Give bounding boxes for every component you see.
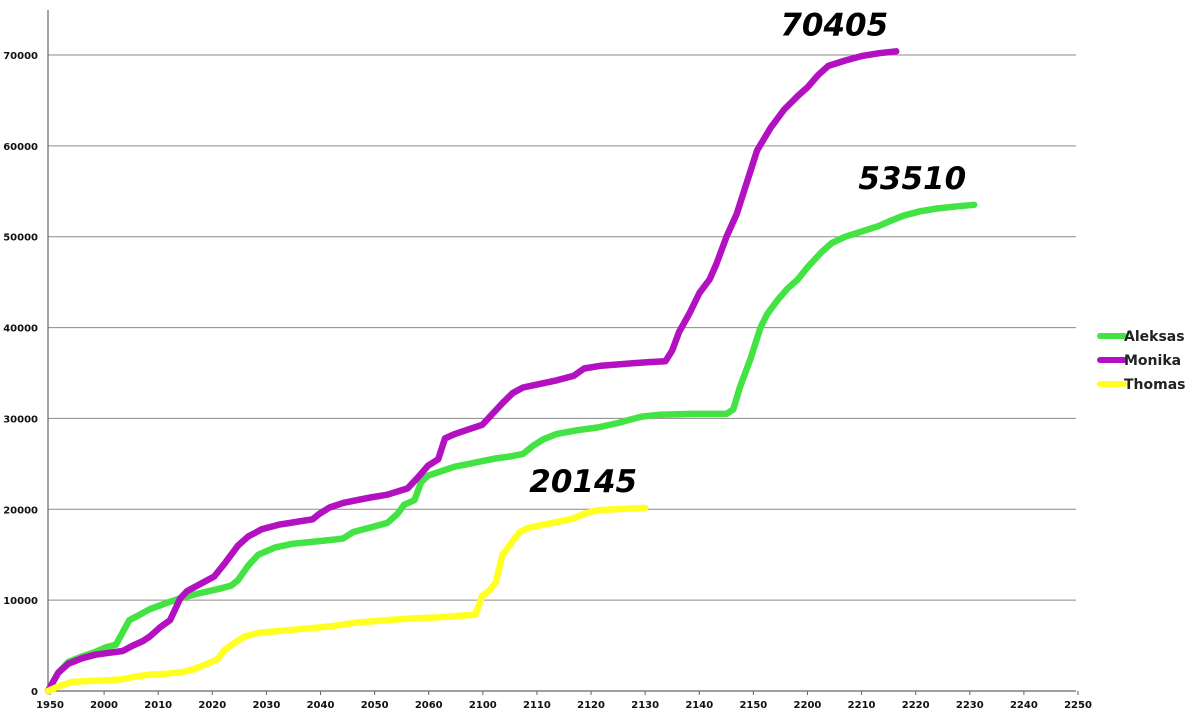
x-tick-label: 2150 [739, 700, 767, 711]
y-tick-label: 70000 [3, 51, 38, 62]
x-tick-label: 2060 [415, 700, 443, 711]
legend: Aleksas Monika Thomas [1097, 329, 1186, 393]
x-tick-label: 2200 [794, 700, 822, 711]
y-tick-label: 10000 [3, 596, 38, 607]
x-tick-label: 2210 [848, 700, 876, 711]
x-tick-label: 2220 [902, 700, 930, 711]
gridlines [48, 54, 1076, 601]
x-tick-label: 2240 [1010, 700, 1038, 711]
y-tick-label: 60000 [3, 142, 38, 153]
x-tick-label: 2120 [577, 700, 605, 711]
y-tick-label: 30000 [3, 414, 38, 425]
x-tick-label: 2230 [956, 700, 984, 711]
series-line-aleksas [44, 201, 978, 695]
end-labels: 53510 70405 20145 [529, 7, 966, 500]
legend-label-aleksas: Aleksas [1124, 329, 1185, 345]
legend-label-monika: Monika [1124, 353, 1181, 369]
x-tick-label: 1950 [36, 700, 64, 711]
legend-label-thomas: Thomas [1124, 377, 1186, 393]
x-tick-label: 2010 [144, 700, 172, 711]
x-tick-label: 2020 [198, 700, 226, 711]
x-tick-label: 2040 [307, 700, 335, 711]
x-tick-label: 2030 [252, 700, 280, 711]
y-axis-ticks: 0 10000 20000 30000 40000 50000 60000 70000 [3, 51, 38, 698]
end-value-label-aleksas: 53510 [858, 161, 966, 197]
end-value-label-monika: 70405 [780, 7, 888, 43]
x-axis-ticks: 1950 2000 2010 2020 2030 2040 2050 2060 2100 2110… [36, 700, 1092, 711]
series-line-thomas [44, 504, 649, 695]
series-lines [44, 48, 978, 695]
x-tick-label: 2100 [469, 700, 497, 711]
y-tick-label: 0 [31, 687, 38, 698]
series-line-monika [44, 48, 900, 695]
x-tick-label: 2110 [523, 700, 551, 711]
end-value-label-thomas: 20145 [529, 464, 637, 500]
x-tick-label: 2250 [1064, 700, 1092, 711]
axes [47, 10, 1079, 695]
y-tick-label: 40000 [3, 324, 38, 335]
x-tick-label: 2130 [631, 700, 659, 711]
x-tick-label: 2050 [361, 700, 389, 711]
y-tick-label: 20000 [3, 505, 38, 516]
x-tick-label: 2140 [685, 700, 713, 711]
x-tick-label: 2000 [90, 700, 118, 711]
y-tick-label: 50000 [3, 233, 38, 244]
